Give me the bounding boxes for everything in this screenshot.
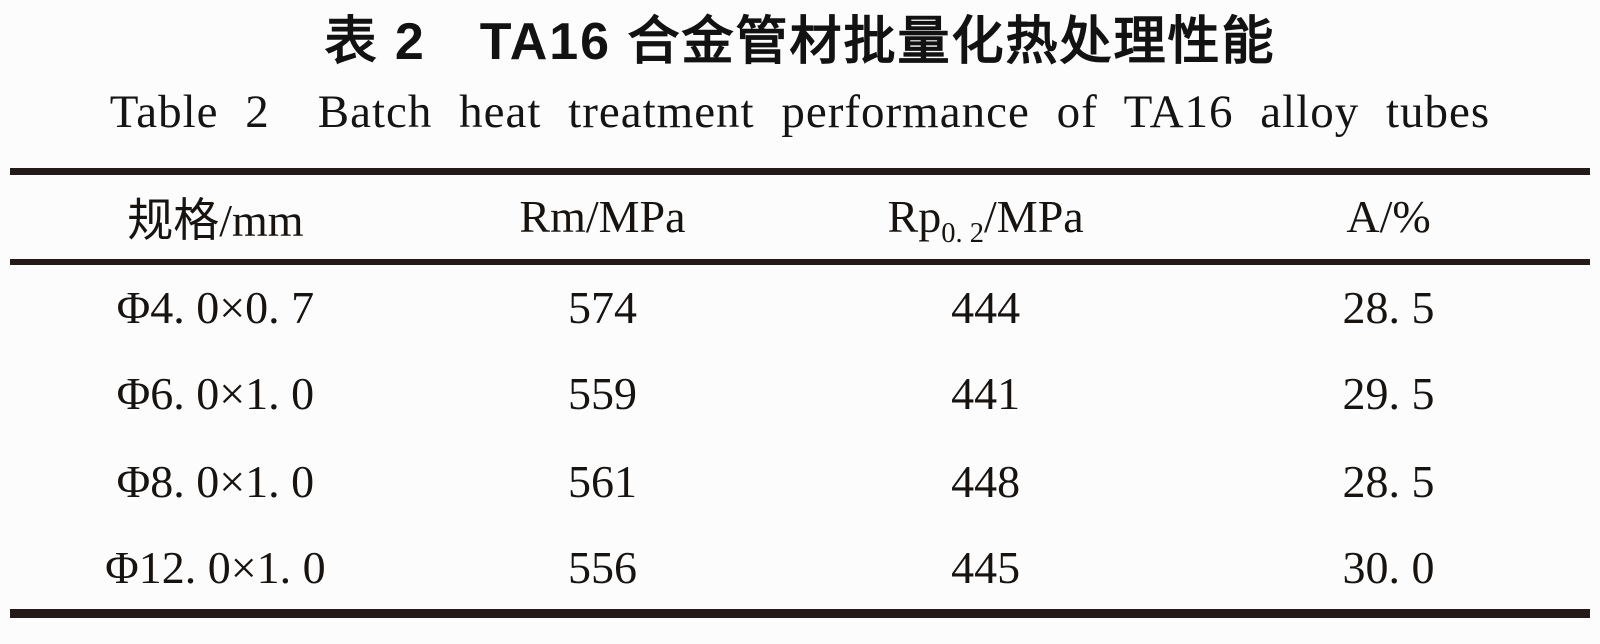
- cell-rm: 574: [567, 281, 637, 333]
- cell-rm: 559: [567, 368, 637, 419]
- performance-table: 规格/mm Rm/MPa Rp0. 2/MPa A/% Φ4. 0×0. 7 5…: [10, 168, 1590, 618]
- rp02-base: Rp: [887, 191, 942, 243]
- table-row: Φ8. 0×1. 0 561 448 28. 5: [10, 438, 1590, 526]
- table-row: Φ6. 0×1. 0 559 441 29. 5: [10, 350, 1590, 438]
- cell-spec: Φ6. 0×1. 0: [116, 368, 315, 419]
- cell-elongation: 28. 5: [1342, 281, 1435, 333]
- table-row: Φ4. 0×0. 7 574 444 28. 5: [10, 262, 1590, 350]
- table-header-row: 规格/mm Rm/MPa Rp0. 2/MPa A/%: [10, 172, 1590, 262]
- table-caption-chinese: 表 2 TA16 合金管材批量化热处理性能: [324, 13, 1276, 71]
- column-header-rm: Rm/MPa: [519, 191, 686, 243]
- rp02-subscript: 0. 2: [941, 218, 985, 250]
- cell-rp02: 448: [951, 456, 1021, 507]
- cell-spec: Φ4. 0×0. 7: [116, 281, 315, 333]
- column-header-elongation: A/%: [1346, 191, 1431, 243]
- table-row: Φ12. 0×1. 0 556 445 30. 0: [10, 526, 1590, 614]
- rp02-unit: /MPa: [984, 191, 1084, 243]
- cell-elongation: 30. 0: [1342, 541, 1435, 593]
- table-caption-english: Table 2 Batch heat treatment performance…: [109, 86, 1491, 138]
- cell-rp02: 441: [951, 368, 1021, 419]
- column-header-rp02: Rp0. 2/MPa: [784, 172, 1187, 262]
- cell-rm: 556: [567, 541, 637, 593]
- cell-spec: Φ12. 0×1. 0: [105, 541, 326, 593]
- cell-rp02: 445: [951, 541, 1021, 593]
- cell-rm: 561: [567, 456, 637, 507]
- cell-elongation: 29. 5: [1342, 368, 1435, 419]
- column-header-spec: 规格/mm: [127, 194, 304, 246]
- cell-spec: Φ8. 0×1. 0: [116, 456, 315, 507]
- cell-elongation: 28. 5: [1342, 456, 1435, 507]
- cell-rp02: 444: [951, 281, 1021, 333]
